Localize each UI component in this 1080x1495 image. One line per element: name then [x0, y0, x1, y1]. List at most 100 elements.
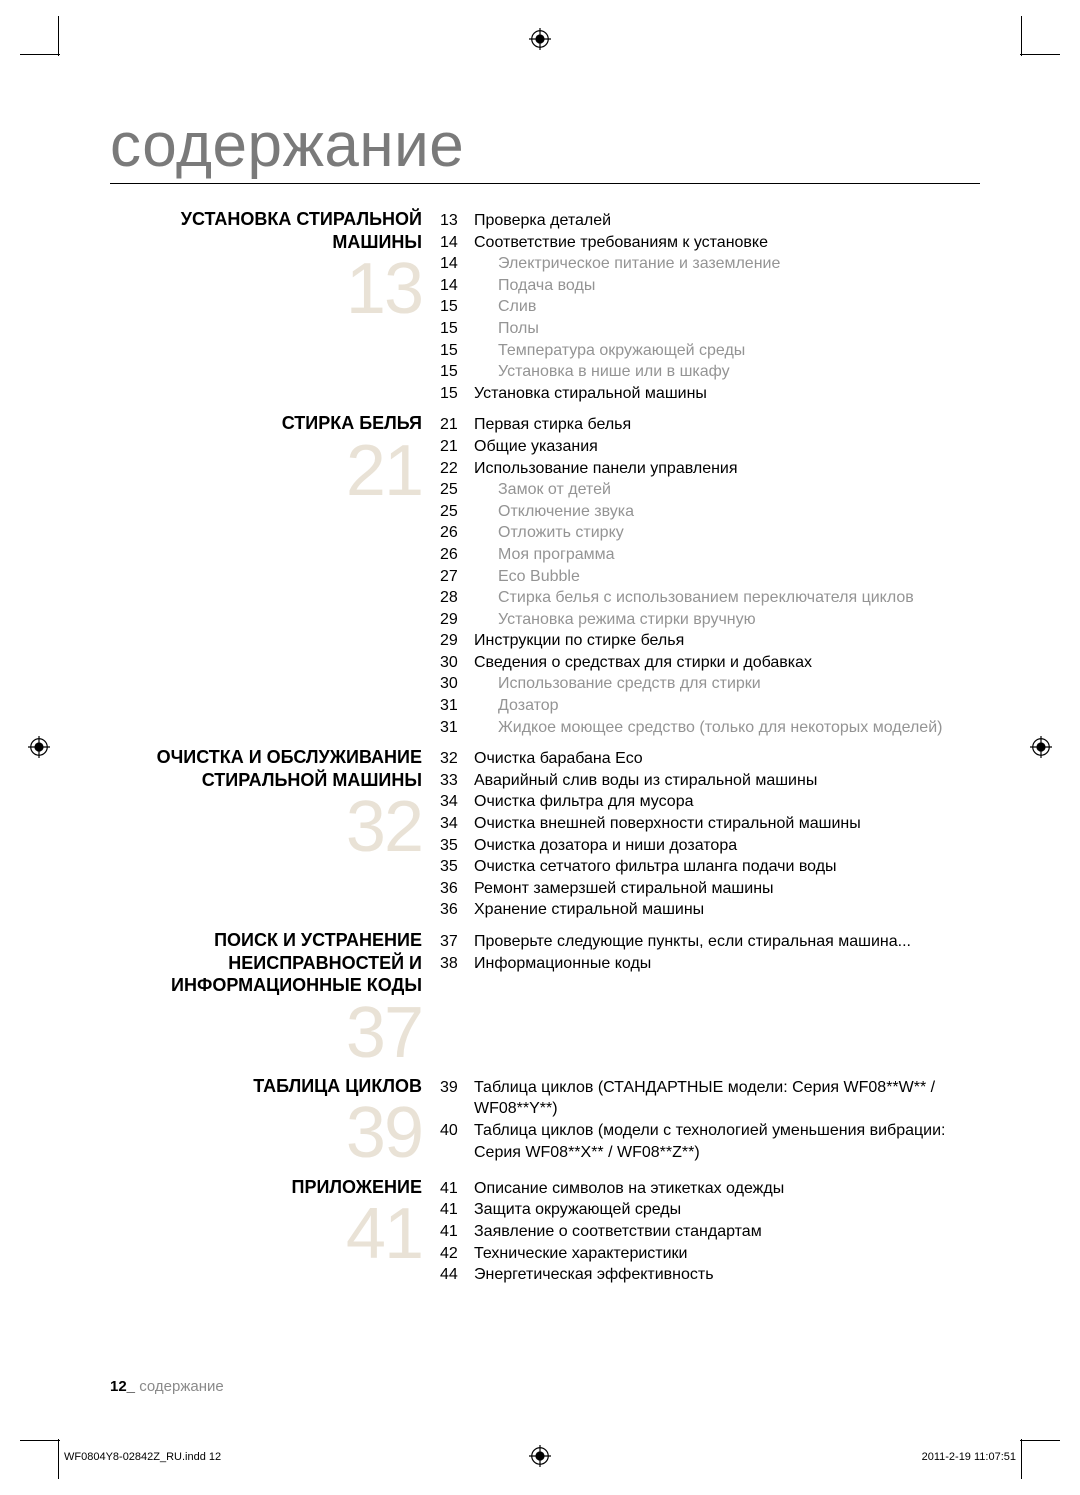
crop-br	[1020, 1401, 1060, 1441]
toc-line: 38Информационные коды	[440, 953, 980, 975]
toc-line: 36Ремонт замерзшей стиральной машины	[440, 878, 980, 900]
toc-text: Проверьте следующие пункты, если стираль…	[474, 931, 980, 953]
reg-mark-right	[1030, 736, 1052, 758]
toc-text: Очистка дозатора и ниши дозатора	[474, 835, 980, 857]
toc-line: 35Очистка сетчатого фильтра шланга подач…	[440, 856, 980, 878]
reg-mark-top	[529, 28, 551, 50]
toc-line: 26Отложить стирку	[440, 522, 980, 544]
toc-page: 28	[440, 587, 474, 609]
toc-page: 44	[440, 1264, 474, 1286]
section-big-number: 13	[110, 255, 422, 323]
toc-text: Полы	[474, 318, 980, 340]
toc-text: Жидкое моющее средство (только для некот…	[474, 717, 980, 739]
toc-page: 15	[440, 340, 474, 362]
toc-line: 15Полы	[440, 318, 980, 340]
imprint-date: 2011-2-19 11:07:51	[922, 1451, 1016, 1463]
toc-page: 34	[440, 791, 474, 813]
reg-mark-bottom	[529, 1445, 551, 1467]
toc-line: 41Защита окружающей среды	[440, 1199, 980, 1221]
toc-line: 21Общие указания	[440, 436, 980, 458]
toc-text: Очистка сетчатого фильтра шланга подачи …	[474, 856, 980, 878]
page-title: содержание	[110, 110, 980, 184]
toc-page: 41	[440, 1199, 474, 1221]
toc-section: ПРИЛОЖЕНИЕ4141Описание символов на этике…	[110, 1176, 980, 1286]
toc-page: 26	[440, 522, 474, 544]
toc-page: 22	[440, 458, 474, 480]
toc-text: Слив	[474, 296, 980, 318]
toc-page: 42	[440, 1243, 474, 1265]
toc-text: Электрическое питание и заземление	[474, 253, 980, 275]
toc-line: 33Аварийный слив воды из стиральной маши…	[440, 770, 980, 792]
toc-page: 14	[440, 275, 474, 297]
toc-line: 44Энергетическая эффективность	[440, 1264, 980, 1286]
toc-page: 40	[440, 1120, 474, 1142]
section-header: СТИРКА БЕЛЬЯ21	[110, 412, 440, 505]
toc-line: 15Установка в нише или в шкафу	[440, 361, 980, 383]
toc-line: 15Установка стиральной машины	[440, 383, 980, 405]
toc-text: Стирка белья с использованием переключат…	[474, 587, 980, 609]
toc-text: Очистка внешней поверхности стиральной м…	[474, 813, 980, 835]
toc-text: Энергетическая эффективность	[474, 1264, 980, 1286]
toc-page: 39	[440, 1077, 474, 1099]
section-items: 13Проверка деталей14Соответствие требова…	[440, 208, 980, 404]
toc-text: Хранение стиральной машины	[474, 899, 980, 921]
toc-section: ПОИСК И УСТРАНЕНИЕ НЕИСПРАВНОСТЕЙ И ИНФО…	[110, 929, 980, 1067]
toc-page: 29	[440, 630, 474, 652]
section-items: 21Первая стирка белья21Общие указания22 И…	[440, 412, 980, 738]
section-name: ОЧИСТКА И ОБСЛУЖИВАНИЕ СТИРАЛЬНОЙ МАШИНЫ	[110, 746, 422, 791]
toc-page: 37	[440, 931, 474, 953]
page-footer: 12_ содержание	[110, 1378, 224, 1395]
toc-text: Eco Bubble	[474, 566, 980, 588]
toc-line: 32Очистка барабана Eco	[440, 748, 980, 770]
toc-text: Использование средств для стирки	[474, 673, 980, 695]
imprint-file: WF0804Y8-02842Z_RU.indd 12	[64, 1451, 221, 1463]
toc-text: Подача воды	[474, 275, 980, 297]
toc-text: Аварийный слив воды из стиральной машины	[474, 770, 980, 792]
section-header: ПОИСК И УСТРАНЕНИЕ НЕИСПРАВНОСТЕЙ И ИНФО…	[110, 929, 440, 1067]
toc-line: 14Подача воды	[440, 275, 980, 297]
section-big-number: 32	[110, 793, 422, 861]
toc-page: 25	[440, 479, 474, 501]
section-big-number: 41	[110, 1200, 422, 1268]
toc-line: 25Замок от детей	[440, 479, 980, 501]
toc-text: Инструкции по стирке белья	[474, 630, 980, 652]
section-big-number: 39	[110, 1099, 422, 1167]
toc-page: 15	[440, 318, 474, 340]
toc-line: 31Жидкое моющее средство (только для нек…	[440, 717, 980, 739]
toc-text: Очистка барабана Eco	[474, 748, 980, 770]
toc-page: 31	[440, 717, 474, 739]
toc-section: УСТАНОВКА СТИРАЛЬНОЙ МАШИНЫ1313Проверка …	[110, 208, 980, 404]
toc-page: 41	[440, 1178, 474, 1200]
toc-section: ТАБЛИЦА ЦИКЛОВ3939Таблица циклов (СТАНДА…	[110, 1075, 980, 1168]
toc-page: 35	[440, 856, 474, 878]
toc-line: 26Моя программа	[440, 544, 980, 566]
crop-bl	[20, 1401, 60, 1441]
toc-page: 15	[440, 296, 474, 318]
toc-page: 25	[440, 501, 474, 523]
toc-page: 13	[440, 210, 474, 232]
crop-tr	[1020, 54, 1060, 94]
section-items: 37Проверьте следующие пункты, если стира…	[440, 929, 980, 974]
toc-line: 41Заявление о соответствии стандартам	[440, 1221, 980, 1243]
toc-line: 14Электрическое питание и заземление	[440, 253, 980, 275]
toc-text: Информационные коды	[474, 953, 980, 975]
toc-line: 34Очистка внешней поверхности стиральной…	[440, 813, 980, 835]
toc-page: 33	[440, 770, 474, 792]
toc-line: 40Таблица циклов (модели с технологией у…	[440, 1120, 980, 1163]
toc-line: 14Соответствие требованиям к установке	[440, 232, 980, 254]
section-items: 32Очистка барабана Eco33Аварийный слив в…	[440, 746, 980, 921]
toc-line: 21Первая стирка белья	[440, 414, 980, 436]
toc-text: Отключение звука	[474, 501, 980, 523]
toc-page: 35	[440, 835, 474, 857]
toc-text: Очистка фильтра для мусора	[474, 791, 980, 813]
toc-page: 21	[440, 436, 474, 458]
toc-line: 13Проверка деталей	[440, 210, 980, 232]
section-name: ПОИСК И УСТРАНЕНИЕ НЕИСПРАВНОСТЕЙ И ИНФО…	[110, 929, 422, 997]
toc-text: Замок от детей	[474, 479, 980, 501]
toc-page: 26	[440, 544, 474, 566]
section-items: 41Описание символов на этикетках одежды4…	[440, 1176, 980, 1286]
toc-line: 35Очистка дозатора и ниши дозатора	[440, 835, 980, 857]
toc-section: СТИРКА БЕЛЬЯ2121Первая стирка белья21Общ…	[110, 412, 980, 738]
toc-line: 28Стирка белья с использованием переключ…	[440, 587, 980, 609]
toc-line: 37Проверьте следующие пункты, если стира…	[440, 931, 980, 953]
